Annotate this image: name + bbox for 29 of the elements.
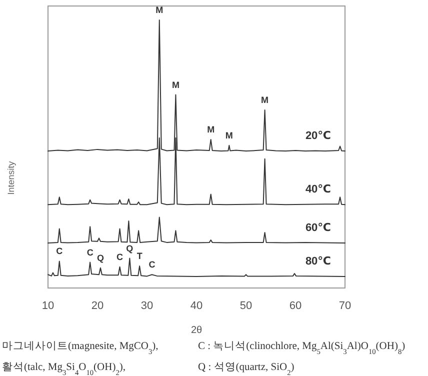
x-tick-label: 60 xyxy=(289,300,302,312)
x-tick-label: 20 xyxy=(91,300,104,312)
x-tick-label: 50 xyxy=(240,300,252,312)
y-axis-title: Intensity xyxy=(6,160,16,195)
annotation: Q xyxy=(126,243,134,254)
x-tick-label: 10 xyxy=(42,300,54,312)
x-axis-title: 2θ xyxy=(190,325,202,336)
series-label: 60℃ xyxy=(305,222,331,234)
x-tick-label: 70 xyxy=(338,300,352,312)
annotation: M xyxy=(156,5,164,15)
series-label: 20℃ xyxy=(305,130,331,142)
annotation: M xyxy=(261,95,269,106)
annotation: M xyxy=(207,124,215,135)
x-tick-label: 40 xyxy=(190,300,203,312)
series-label: 80℃ xyxy=(305,255,331,268)
text: C : 녹니석(clinochlore, Mg$_{5}$Al(Si$_{3}$Al)O$_{10}$(OH)$_{8}$) xyxy=(198,341,406,356)
annotation: C xyxy=(148,260,156,270)
annotation: Q xyxy=(96,252,104,263)
annotation: C xyxy=(56,246,64,256)
annotation: M xyxy=(225,130,233,140)
annotation: T xyxy=(136,251,143,262)
annotation: C xyxy=(86,247,94,258)
annotation: M xyxy=(172,80,180,90)
x-tick-label: 30 xyxy=(140,300,154,312)
text: 활석(talc, Mg$_{3}$Si$_{4}$O$_{10}$(OH)$_{2}$), xyxy=(2,362,126,376)
text: 마그네사이트(magnesite, MgCO$_{3}$), xyxy=(2,340,158,356)
text: Q : 석영(quartz, SiO$_{2}$) xyxy=(198,361,295,376)
series-label: 40℃ xyxy=(305,184,331,196)
annotation: C xyxy=(116,252,124,262)
